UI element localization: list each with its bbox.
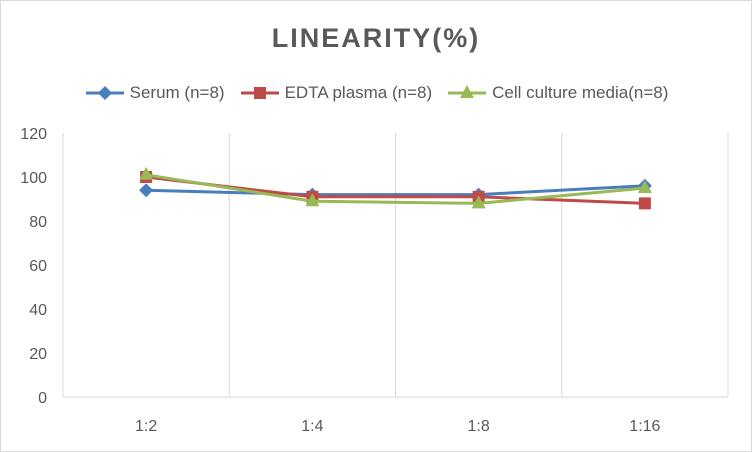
y-tick-label: 20 [29,346,47,363]
legend-marker [97,86,112,100]
legend-item: Cell culture media(n=8) [446,83,668,103]
legend-item: EDTA plasma (n=8) [239,83,433,103]
chart-title: LINEARITY(%) [271,23,481,53]
legend-marker-icon [240,87,279,99]
legend-marker [460,85,475,98]
x-tick-label: 1:2 [135,418,157,435]
series-line [145,173,646,205]
legend-label: EDTA plasma (n=8) [284,83,433,102]
data-point [305,193,320,207]
data-point [139,183,154,198]
legend-marker-icon [85,86,124,100]
legend-item: Serum (n=8) [84,83,225,103]
legend-label: Cell culture media(n=8) [492,83,669,102]
data-point [139,166,154,180]
legend-marker-icon [448,85,487,98]
y-tick-label: 80 [29,214,47,231]
y-tick-label: 60 [29,258,47,275]
x-tick-label: 1:16 [629,418,660,435]
y-tick-label: 120 [20,126,47,143]
x-tick-label: 1:4 [301,418,323,435]
y-tick-label: 0 [38,390,47,407]
data-point [471,195,486,209]
legend-label: Serum (n=8) [129,83,225,102]
y-tick-label: 100 [20,170,47,187]
x-tick-label: 1:8 [468,418,490,435]
series-line [146,184,645,197]
legend: Serum (n=8) EDTA plasma (n=8) Cell culture… [1,83,751,103]
legend-marker [253,87,266,99]
data-point [637,180,652,193]
y-tick-label: 40 [29,302,47,319]
data-point [638,197,651,210]
